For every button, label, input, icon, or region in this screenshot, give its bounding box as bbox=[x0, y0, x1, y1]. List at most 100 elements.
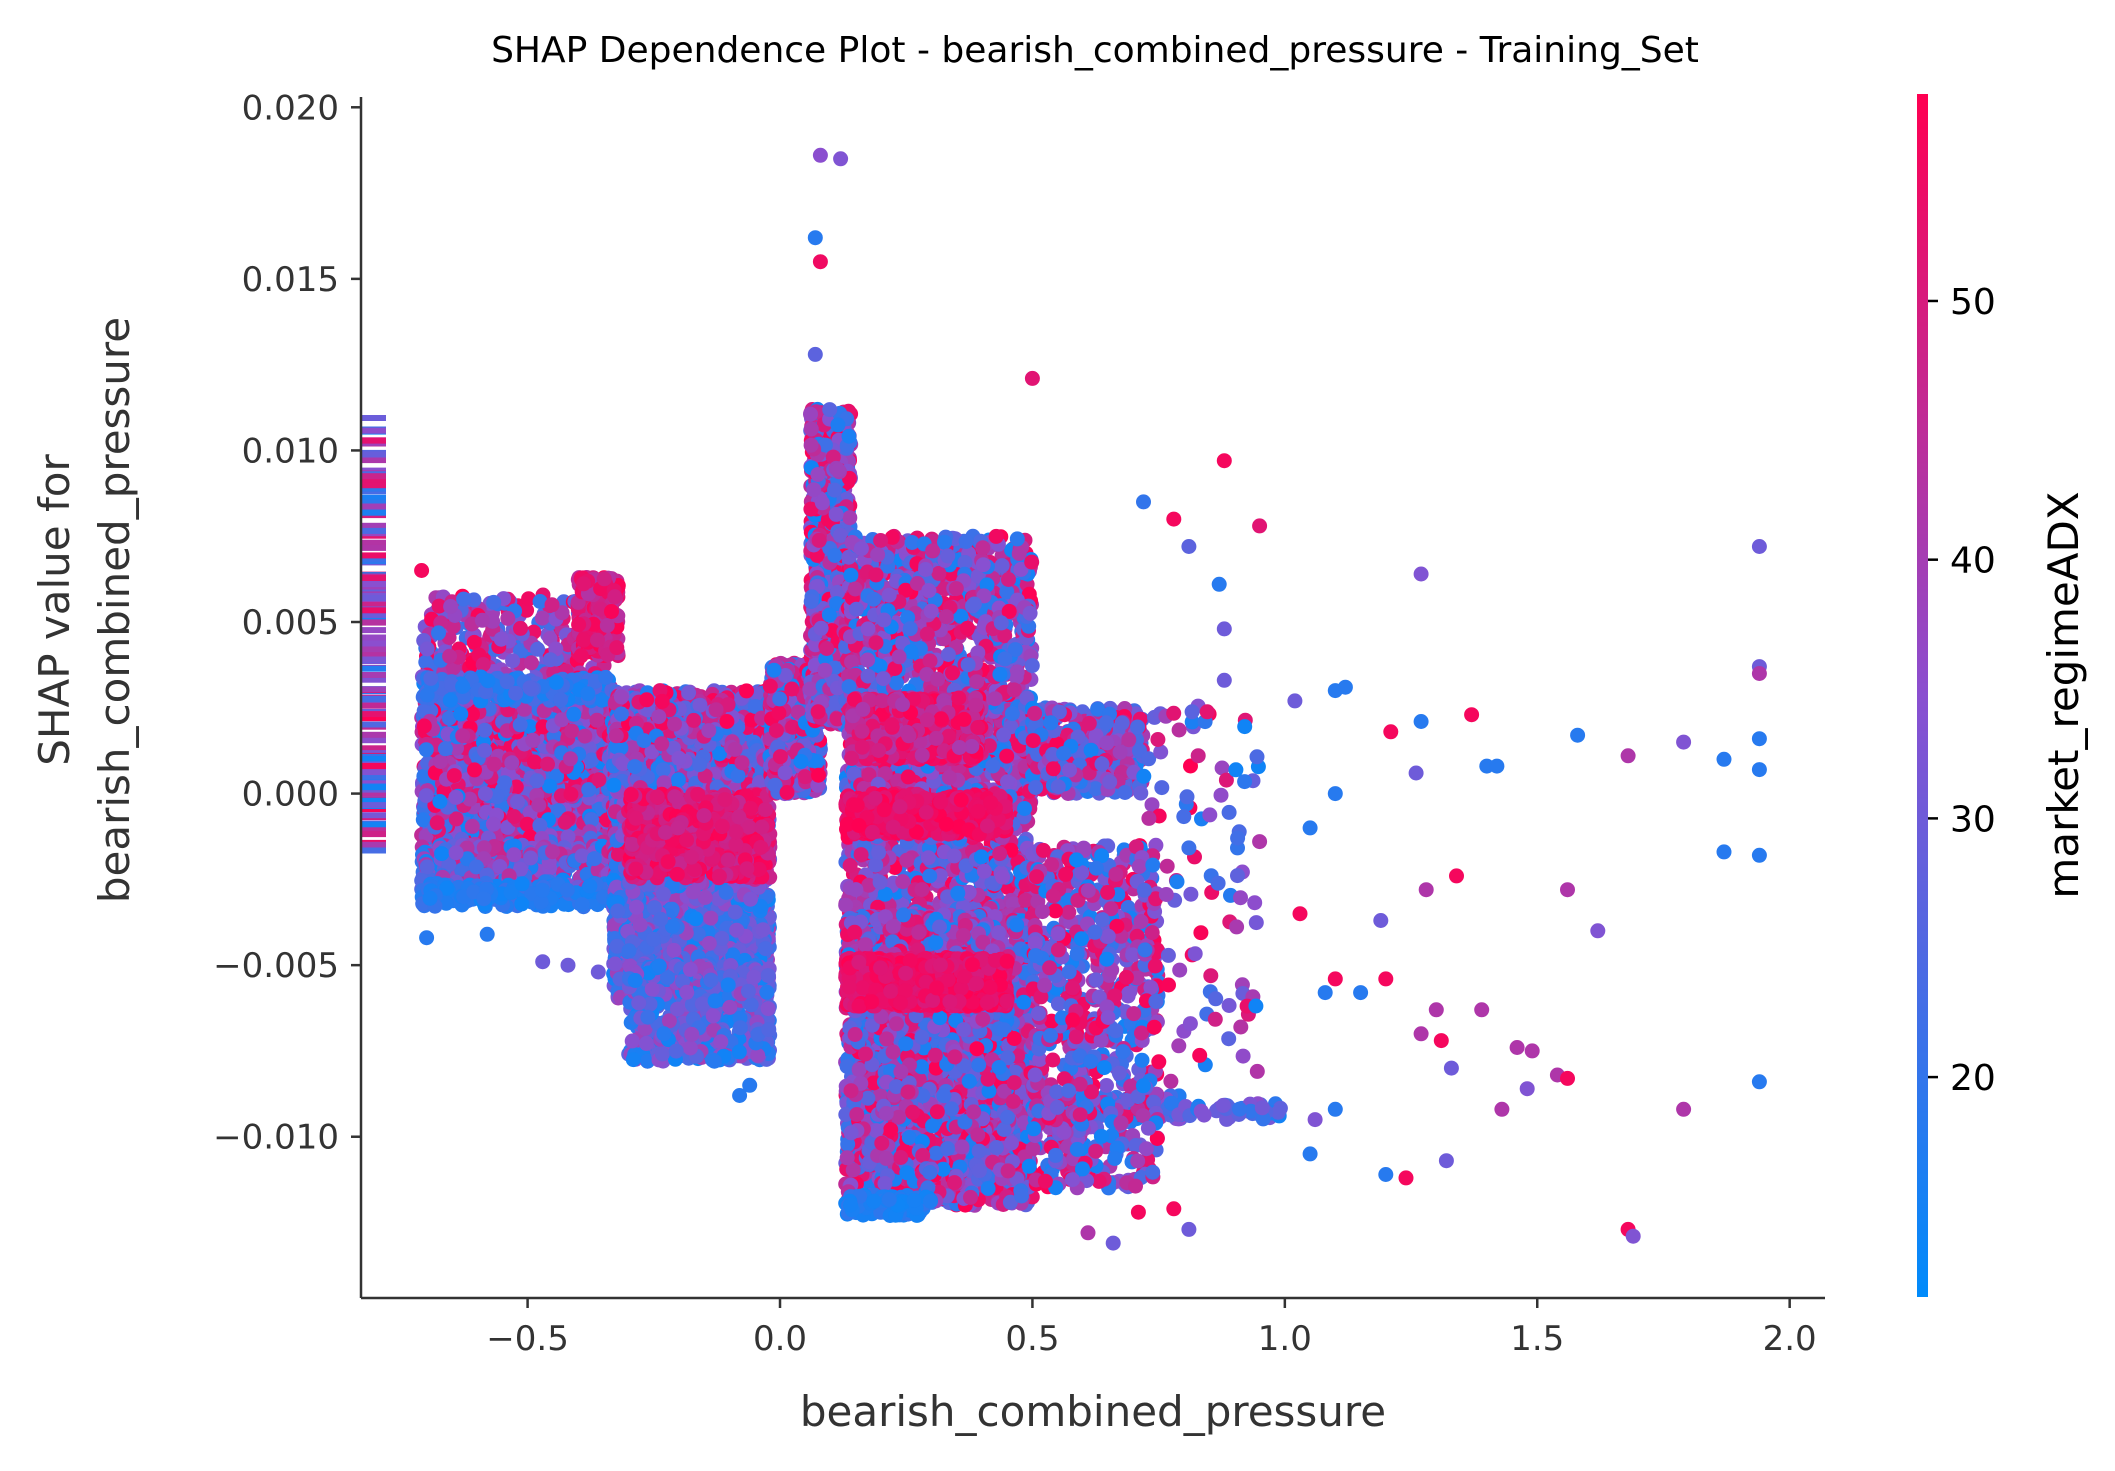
data-point bbox=[534, 610, 550, 626]
data-point bbox=[477, 722, 493, 738]
data-point bbox=[532, 817, 548, 833]
data-point bbox=[448, 789, 464, 805]
data-point bbox=[667, 716, 682, 732]
data-point bbox=[418, 654, 434, 670]
data-point bbox=[730, 768, 746, 784]
data-point bbox=[442, 648, 458, 664]
data-point bbox=[655, 762, 671, 778]
data-point bbox=[636, 733, 652, 749]
data-point bbox=[434, 846, 450, 862]
data-point bbox=[608, 728, 624, 744]
data-point bbox=[485, 816, 501, 832]
data-point bbox=[448, 845, 464, 861]
data-point bbox=[474, 612, 490, 628]
data-point bbox=[586, 851, 602, 867]
data-point bbox=[727, 741, 743, 757]
data-point bbox=[562, 751, 578, 767]
data-point bbox=[686, 712, 702, 728]
data-point bbox=[576, 632, 592, 648]
data-point bbox=[692, 757, 708, 773]
data-point bbox=[418, 742, 434, 758]
data-point bbox=[577, 728, 593, 744]
scatter-points bbox=[361, 147, 1767, 1251]
data-point bbox=[431, 598, 447, 614]
data-point bbox=[422, 890, 438, 906]
data-point bbox=[455, 728, 471, 744]
data-point bbox=[419, 687, 435, 703]
data-point bbox=[559, 882, 575, 898]
data-point bbox=[418, 788, 434, 804]
data-point bbox=[591, 772, 607, 788]
data-point bbox=[431, 625, 446, 641]
data-point bbox=[582, 878, 598, 894]
data-point bbox=[613, 689, 629, 705]
data-point bbox=[523, 655, 539, 671]
data-point bbox=[571, 617, 587, 632]
data-point bbox=[544, 597, 560, 613]
data-point bbox=[466, 634, 482, 650]
data-point bbox=[670, 772, 686, 788]
data-point bbox=[456, 591, 472, 607]
data-point bbox=[654, 736, 670, 752]
data-point bbox=[692, 697, 708, 713]
data-point bbox=[599, 618, 615, 633]
data-point bbox=[423, 670, 439, 686]
data-point bbox=[493, 631, 509, 647]
data-point bbox=[557, 814, 573, 830]
data-point bbox=[589, 712, 605, 728]
data-point bbox=[475, 657, 491, 672]
data-point bbox=[590, 632, 605, 648]
data-point bbox=[530, 641, 546, 657]
data-point bbox=[573, 648, 589, 664]
data-point bbox=[508, 685, 524, 701]
data-point bbox=[467, 762, 482, 778]
data-point bbox=[513, 620, 528, 636]
data-point bbox=[514, 896, 530, 912]
data-point bbox=[651, 709, 667, 725]
data-point bbox=[566, 706, 582, 722]
data-point bbox=[681, 685, 697, 701]
data-point bbox=[521, 591, 537, 607]
data-point bbox=[564, 723, 580, 739]
data-point bbox=[453, 706, 469, 722]
data-point bbox=[497, 775, 513, 791]
data-point bbox=[514, 876, 530, 892]
data-point bbox=[419, 641, 435, 657]
data-point bbox=[708, 702, 724, 718]
data-point bbox=[701, 723, 717, 739]
data-point bbox=[598, 669, 614, 685]
data-point bbox=[477, 743, 493, 758]
data-point bbox=[671, 750, 687, 766]
data-point bbox=[512, 717, 528, 733]
data-point bbox=[519, 816, 535, 832]
data-point bbox=[480, 673, 496, 689]
data-point bbox=[527, 754, 542, 770]
data-point bbox=[734, 755, 750, 771]
data-point bbox=[506, 847, 522, 863]
data-point bbox=[486, 756, 502, 772]
data-point bbox=[607, 589, 623, 605]
data-point bbox=[443, 599, 459, 614]
data-point bbox=[529, 773, 545, 789]
data-point bbox=[442, 692, 458, 708]
data-point bbox=[553, 692, 569, 708]
data-point bbox=[525, 732, 541, 748]
data-point bbox=[606, 777, 622, 793]
data-point bbox=[505, 653, 521, 669]
data-point bbox=[446, 768, 462, 784]
chart-title: SHAP Dependence Plot - bearish_combined_… bbox=[491, 30, 1699, 71]
data-point bbox=[534, 882, 550, 898]
data-point bbox=[455, 679, 471, 694]
data-point bbox=[532, 594, 548, 609]
data-point bbox=[627, 759, 643, 775]
data-point bbox=[542, 652, 558, 668]
data-point bbox=[576, 576, 592, 592]
data-point bbox=[437, 741, 453, 757]
data-point bbox=[419, 859, 435, 875]
data-point bbox=[739, 683, 754, 699]
data-point bbox=[639, 692, 655, 708]
data-point bbox=[574, 897, 590, 913]
data-point bbox=[554, 605, 570, 621]
data-point bbox=[464, 818, 480, 834]
